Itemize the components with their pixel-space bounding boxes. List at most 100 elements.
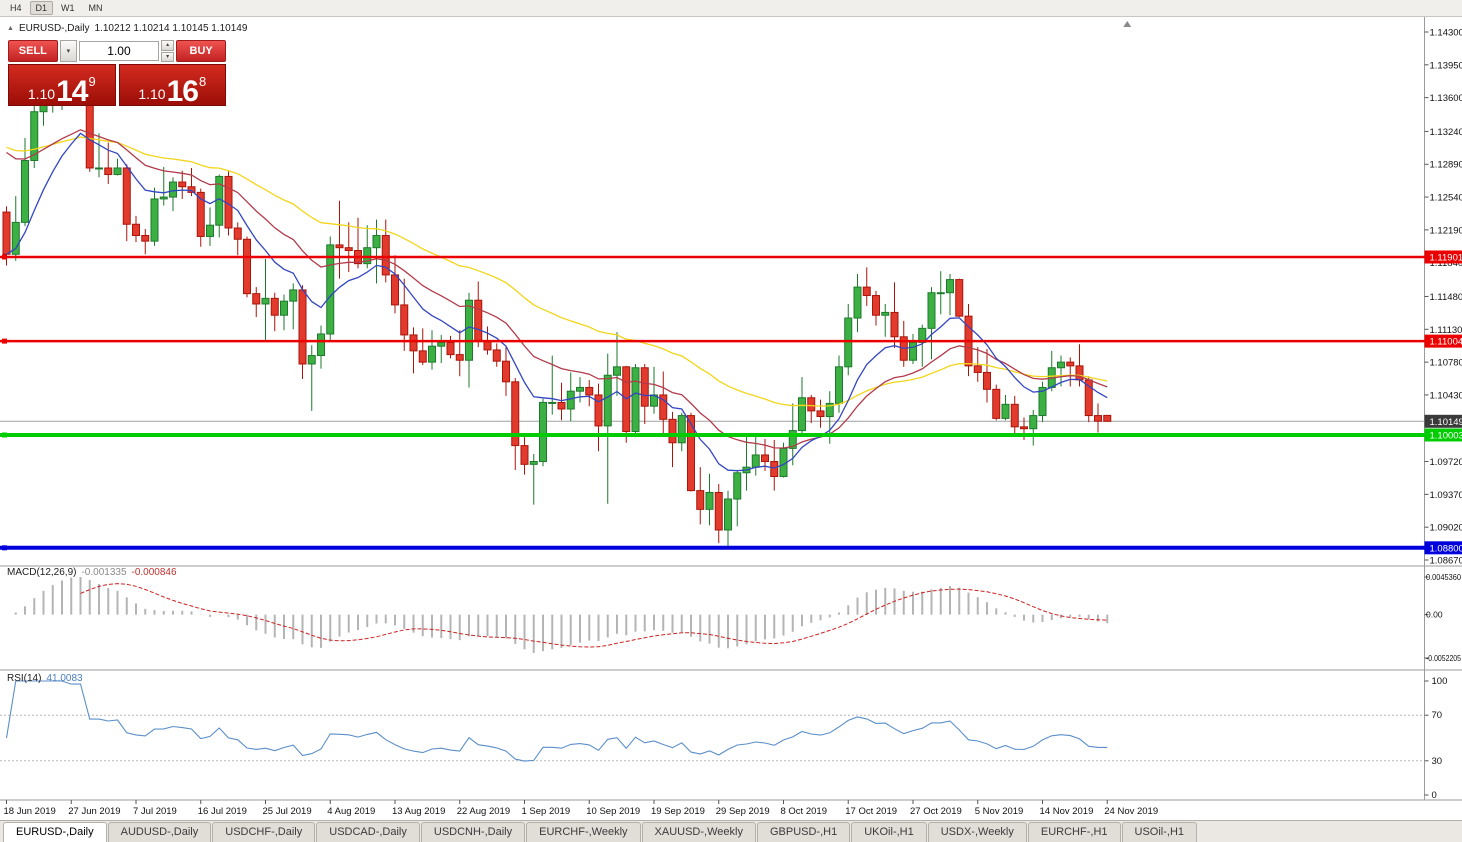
buy-price-display[interactable]: 1.10 16 8 [118,64,226,108]
svg-text:1.11840: 1.11840 [1430,258,1462,269]
svg-text:30: 30 [1432,756,1443,767]
svg-text:1.13600: 1.13600 [1430,93,1462,104]
macd-value-signal: -0.000846 [131,567,177,578]
tab-eurchf-h1[interactable]: EURCHF-,H1 [1027,822,1121,842]
volume-increase-button[interactable]: ▴ [160,40,175,51]
tab-usdx-weekly[interactable]: USDX-,Weekly [927,822,1027,842]
svg-text:1.11004: 1.11004 [1430,337,1462,348]
chevron-down-icon: ▾ [66,48,71,55]
svg-text:1.10430: 1.10430 [1430,390,1462,401]
symbol-name: EURUSD-,Daily [18,23,90,34]
rsi-name: RSI(14) [7,673,42,684]
svg-text:7 Jul 2019: 7 Jul 2019 [133,806,177,817]
buy-button[interactable]: BUY [176,40,226,62]
sell-price-pipette: 9 [88,74,96,89]
macd-panel[interactable]: 0.0045360 0.00 -0.0052205 [7,572,1462,663]
timeframe-button-mn[interactable]: MN [88,3,103,13]
svg-text:100: 100 [1432,676,1448,687]
svg-text:1.09020: 1.09020 [1430,523,1462,534]
svg-text:24 Nov 2019: 24 Nov 2019 [1104,806,1158,817]
svg-text:0: 0 [1432,790,1437,801]
svg-text:1.12540: 1.12540 [1430,193,1462,204]
svg-text:14 Nov 2019: 14 Nov 2019 [1040,806,1094,817]
svg-text:27 Oct 2019: 27 Oct 2019 [910,806,962,817]
timeframe-button-d1[interactable]: D1 [29,1,54,15]
sell-button[interactable]: SELL [8,40,58,62]
tab-xauusd-weekly[interactable]: XAUUSD-,Weekly [641,822,756,842]
time-axis[interactable]: 18 Jun 2019 27 Jun 2019 7 Jul 2019 16 Jul 2… [4,800,1159,817]
buy-price-pips: 16 [166,75,199,108]
svg-text:25 Jul 2019: 25 Jul 2019 [263,806,312,817]
svg-text:1.09720: 1.09720 [1430,457,1462,468]
volume-decrease-button[interactable]: ▾ [160,51,175,62]
svg-text:70: 70 [1432,710,1443,721]
candles [2,68,1112,549]
macd-value-main: -0.001335 [81,567,127,578]
buy-price-prefix: 1.10 [138,86,166,102]
tab-usdcad-daily[interactable]: USDCAD-,Daily [316,822,420,842]
svg-text:29 Sep 2019: 29 Sep 2019 [716,806,770,817]
tab-gbpusd-h1[interactable]: GBPUSD-,H1 [756,822,851,842]
timeframe-button-w1[interactable]: W1 [61,3,75,13]
rsi-value: 41.0083 [46,673,83,684]
tab-ukoil-h1[interactable]: UKOil-,H1 [851,822,927,842]
tab-eurusd-daily[interactable]: EURUSD-,Daily [3,822,107,842]
svg-text:1.08670: 1.08670 [1430,556,1462,567]
top-toolbar: H4 D1 W1 MN [0,0,1462,17]
trade-panel-controls: SELL ▾ ▴ ▾ BUY [8,40,226,62]
price-tag-1.11901: 1.11901 [1424,250,1462,264]
sell-price-display[interactable]: 1.10 14 9 [8,64,116,108]
panel-collapse-icon[interactable]: ▲ [7,25,14,32]
svg-text:1.11901: 1.11901 [1430,252,1462,263]
tab-usoil-h1[interactable]: USOil-,H1 [1121,822,1198,842]
level-lines [0,254,1425,551]
svg-text:5 Nov 2019: 5 Nov 2019 [975,806,1024,817]
svg-text:1.12190: 1.12190 [1430,225,1462,236]
tab-audusd-daily[interactable]: AUDUSD-,Daily [107,822,212,842]
sell-price-prefix: 1.10 [27,86,56,102]
svg-text:10 Sep 2019: 10 Sep 2019 [586,806,640,817]
ma-line-21 [6,129,1108,449]
tab-eurchf-weekly[interactable]: EURCHF-,Weekly [526,822,641,842]
rsi-panel[interactable]: 100 70 30 0 [0,676,1447,801]
sell-price-pips: 14 [56,75,88,108]
macd-name: MACD(12,26,9) [7,567,77,578]
svg-text:1.13950: 1.13950 [1430,60,1462,71]
svg-text:18 Jun 2019: 18 Jun 2019 [4,806,56,817]
chart-canvas[interactable]: 1.14300 1.13950 1.13600 1.13240 1.12890 1.125… [0,17,1462,820]
svg-text:1.11130: 1.11130 [1430,325,1462,336]
svg-text:1.13240: 1.13240 [1430,127,1462,138]
svg-text:1.11480: 1.11480 [1430,292,1462,303]
chart-symbol-label: ▲ EURUSD-,Daily 1.10212 1.10214 1.10145 … [7,23,247,34]
rsi-header: RSI(14) 41.0083 [7,673,88,684]
price-tag-1.10149: 1.10149 [1424,414,1462,428]
volume-spinner: ▴ ▾ [160,40,175,62]
chart-tab-bar: EURUSD-,Daily AUDUSD-,Daily USDCHF-,Daily U… [0,820,1462,842]
price-tag-1.08800: 1.08800 [1424,541,1462,555]
ma-line-44 [6,136,1108,407]
macd-header: MACD(12,26,9) -0.001335 -0.000846 [7,567,182,578]
price-tag-1.11004: 1.11004 [1424,334,1462,348]
one-click-trading-panel: SELL ▾ ▴ ▾ BUY 1.10 14 9 1.10 16 8 [8,40,226,108]
svg-text:1.08800: 1.08800 [1430,543,1462,554]
svg-text:1.10149: 1.10149 [1430,417,1462,428]
symbol-ohlc: 1.10212 1.10214 1.10145 1.10149 [94,23,248,34]
svg-text:19 Sep 2019: 19 Sep 2019 [651,806,705,817]
svg-text:1.12890: 1.12890 [1430,160,1462,171]
svg-text:22 Aug 2019: 22 Aug 2019 [457,806,510,817]
svg-text:1.09370: 1.09370 [1430,490,1462,501]
svg-text:16 Jul 2019: 16 Jul 2019 [198,806,247,817]
timeframe-button-h4[interactable]: H4 [10,3,22,13]
price-scale[interactable]: 1.14300 1.13950 1.13600 1.13240 1.12890 1.125… [1424,28,1462,567]
svg-text:8 Oct 2019: 8 Oct 2019 [781,806,827,817]
trade-panel-prices: 1.10 14 9 1.10 16 8 [8,64,226,108]
tab-usdcnh-daily[interactable]: USDCNH-,Daily [420,822,526,842]
svg-text:1.10780: 1.10780 [1430,358,1462,369]
volume-input[interactable] [78,41,159,61]
volume-dropdown-button[interactable]: ▾ [59,40,77,62]
svg-text:27 Jun 2019: 27 Jun 2019 [68,806,120,817]
panel-frame [0,17,1462,801]
tab-usdchf-daily[interactable]: USDCHF-,Daily [212,822,316,842]
svg-text:13 Aug 2019: 13 Aug 2019 [392,806,445,817]
svg-text:1.14300: 1.14300 [1430,28,1462,39]
